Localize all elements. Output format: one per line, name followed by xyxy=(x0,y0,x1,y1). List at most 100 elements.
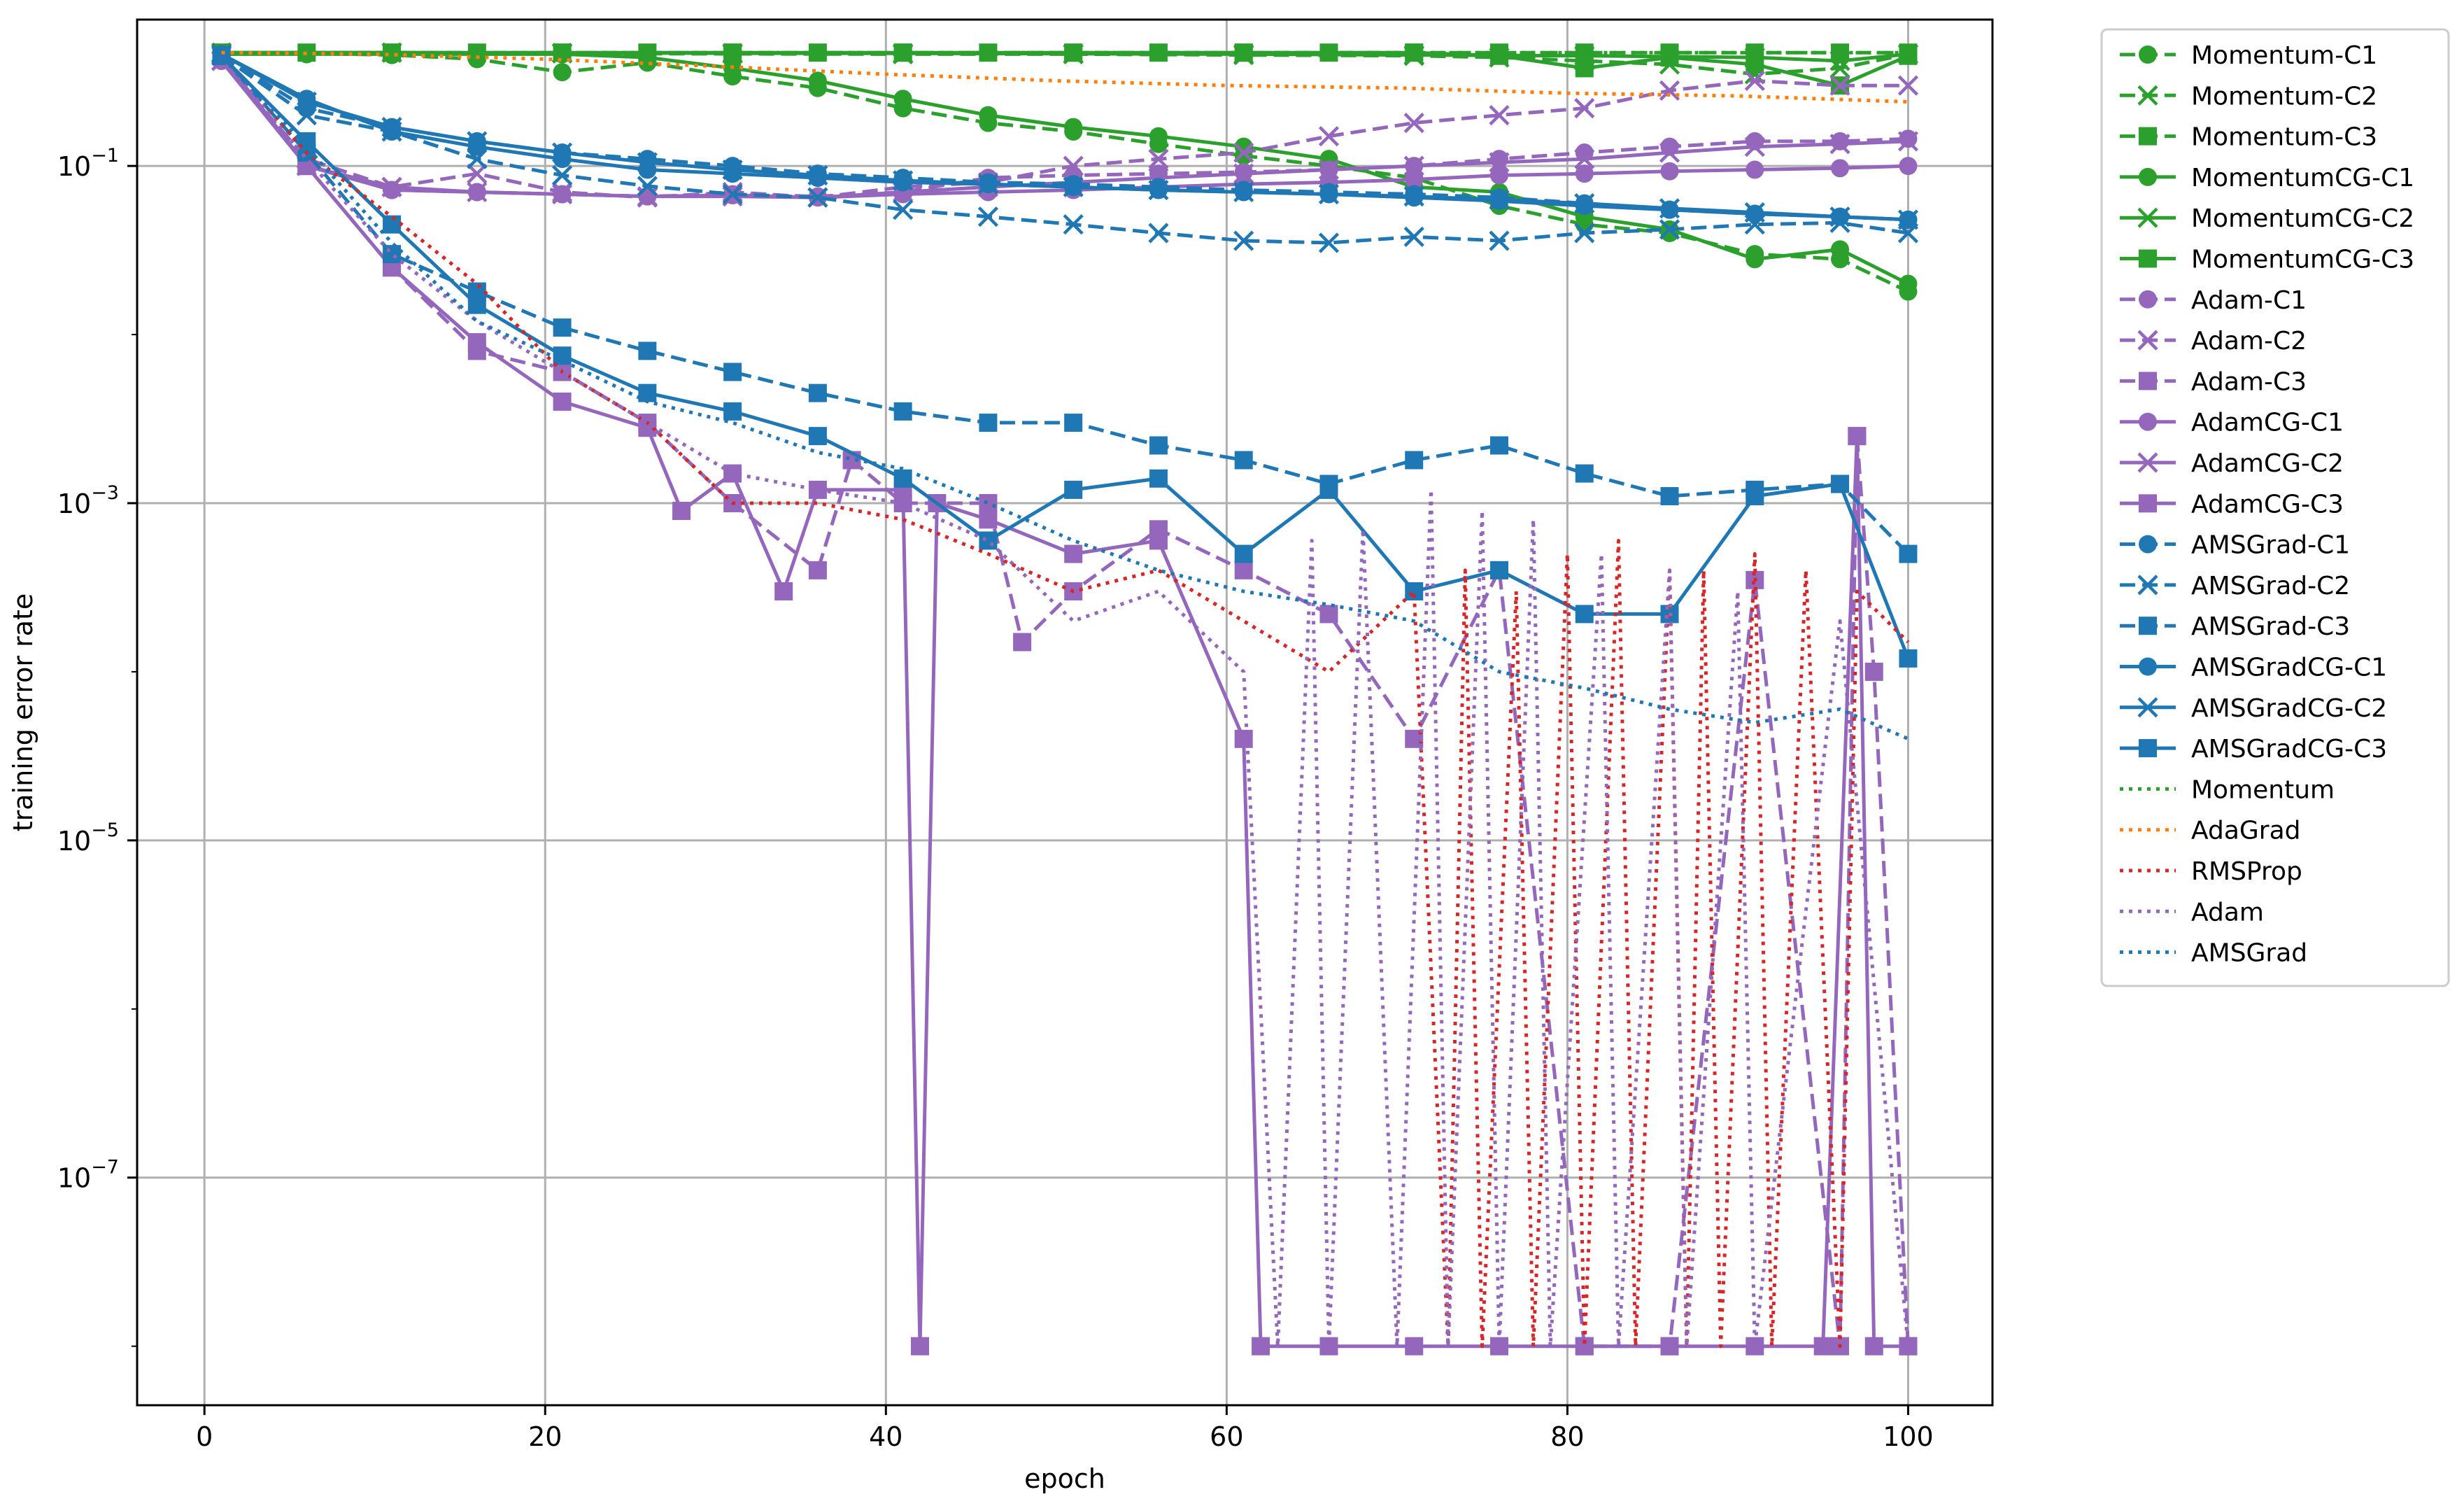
series-point xyxy=(1829,50,1850,71)
legend-label: Momentum xyxy=(2191,775,2335,804)
series-point-stroke xyxy=(2137,330,2158,351)
series-point-stroke xyxy=(977,206,999,227)
series-point xyxy=(1574,148,1595,169)
series-point xyxy=(808,427,827,446)
series-point xyxy=(1233,230,1254,251)
series-point xyxy=(2139,657,2157,676)
series-point xyxy=(979,531,998,550)
series-point xyxy=(1575,197,1594,216)
series-point-stroke xyxy=(1897,75,1919,96)
legend-label: AMSGradCG-C3 xyxy=(2191,735,2387,763)
legend-entry: Momentum-C2 xyxy=(2120,82,2377,111)
series-point xyxy=(893,199,914,220)
series-point xyxy=(893,170,914,191)
series-point xyxy=(1234,544,1253,563)
series-point-stroke xyxy=(1318,126,1340,147)
series-point-stroke xyxy=(467,163,488,184)
series-point xyxy=(1234,561,1253,579)
legend-entry: MomentumCG-C3 xyxy=(2120,246,2414,274)
series-point xyxy=(1149,436,1168,455)
series-point xyxy=(1575,59,1594,78)
series-point xyxy=(1660,1337,1679,1356)
series-point xyxy=(1318,159,1340,181)
series-point xyxy=(553,63,572,82)
series-point xyxy=(381,176,402,197)
series-point-stroke xyxy=(2137,452,2158,473)
series-point xyxy=(1148,223,1169,244)
series-point xyxy=(1744,136,1765,157)
series-point xyxy=(1148,148,1169,169)
series-point xyxy=(1659,198,1680,219)
series-point-stroke xyxy=(1744,202,1765,223)
series-point xyxy=(1575,605,1594,624)
series-point-stroke xyxy=(1829,134,1850,155)
legend-entry: MomentumCG-C2 xyxy=(2120,204,2414,233)
series-point xyxy=(637,152,658,173)
series-point xyxy=(637,176,658,197)
series-point xyxy=(1403,113,1424,134)
series-point-stroke xyxy=(1063,214,1084,235)
legend-label: AdamCG-C2 xyxy=(2191,449,2344,478)
series-point xyxy=(1064,118,1083,136)
y-tick-base: 10 xyxy=(57,488,91,519)
series-point xyxy=(1148,179,1169,201)
series-point-stroke xyxy=(1659,80,1680,101)
legend-label: AMSGradCG-C1 xyxy=(2191,654,2387,682)
series-point-stroke xyxy=(722,159,743,181)
series-point xyxy=(1899,274,1918,293)
legend-label: MomentumCG-C3 xyxy=(2191,246,2414,274)
series-point-stroke xyxy=(296,91,317,113)
series-line xyxy=(221,50,1909,87)
series-point-stroke xyxy=(1063,155,1084,176)
series-line xyxy=(221,50,1909,104)
legend-label: Momentum-C2 xyxy=(2191,82,2377,111)
series-point xyxy=(1149,531,1168,550)
plot-frame xyxy=(136,18,1994,1407)
series-point xyxy=(808,169,827,188)
legend: Momentum-C1 Momentum-C2 Momentum-C3 Momentu… xyxy=(2100,28,2450,987)
series-point xyxy=(1063,176,1084,197)
series-point xyxy=(1489,46,1508,65)
series-point xyxy=(1403,186,1424,207)
legend-label: Adam-C2 xyxy=(2191,327,2307,356)
plot-area xyxy=(137,20,1992,1405)
series-amsgrad xyxy=(220,54,1909,741)
legend-label: AdamCG-C3 xyxy=(2191,490,2344,519)
series-point-stroke xyxy=(1659,219,1680,240)
x-axis-label: epoch xyxy=(1024,1463,1105,1494)
series-point xyxy=(1063,155,1084,176)
series-point xyxy=(553,318,572,337)
series-point-stroke xyxy=(1489,152,1510,173)
series-point xyxy=(467,181,488,203)
series-point xyxy=(2139,127,2157,146)
series-point-stroke xyxy=(977,174,999,195)
series-line xyxy=(220,55,1909,1349)
series-point xyxy=(1489,561,1508,579)
legend-label: Adam-C1 xyxy=(2191,286,2307,315)
series-point xyxy=(893,90,912,108)
series-point xyxy=(638,342,657,360)
series-point xyxy=(1318,183,1340,205)
series-point xyxy=(1234,729,1253,748)
series-point-stroke xyxy=(2137,85,2158,106)
series-point xyxy=(1319,480,1338,499)
series-point xyxy=(1403,155,1424,176)
y-tick-exponent: −5 xyxy=(91,819,119,841)
series-line xyxy=(220,55,1910,1349)
series-point-stroke xyxy=(1489,105,1510,126)
series-point-stroke xyxy=(1318,232,1340,253)
series-point xyxy=(1064,414,1083,432)
series-point-stroke xyxy=(1233,181,1254,203)
legend-entry: MomentumCG-C1 xyxy=(2120,164,2414,192)
series-point xyxy=(1899,46,1918,65)
legend-entry: Momentum xyxy=(2120,775,2335,804)
series-point xyxy=(1234,451,1253,470)
series-point xyxy=(2139,412,2157,431)
series-point-stroke xyxy=(1318,183,1340,205)
series-point xyxy=(2137,452,2158,473)
legend-entry: AMSGrad xyxy=(2120,939,2307,968)
series-point xyxy=(2139,167,2157,186)
series-point-stroke xyxy=(1829,57,1850,79)
legend-label: AMSGrad-C2 xyxy=(2191,572,2350,600)
